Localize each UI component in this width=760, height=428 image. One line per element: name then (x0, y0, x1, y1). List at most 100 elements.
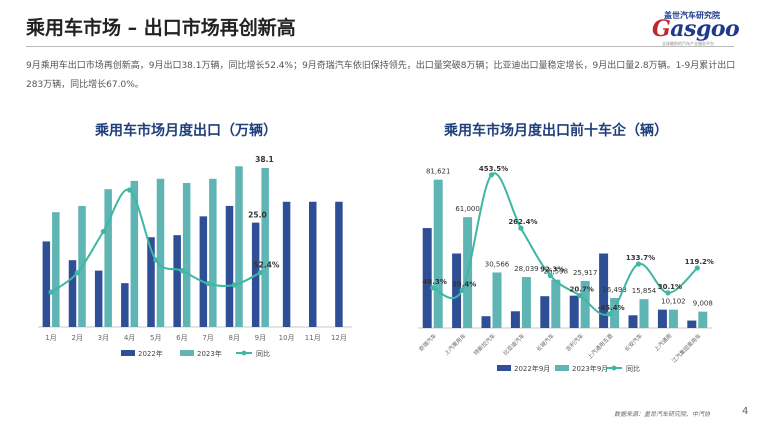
x-tick-label: 12月 (331, 334, 347, 342)
legend-swatch-2023 (180, 350, 194, 356)
monthly-export-chart: 1月 2月 3月 4月 5月 6月 7月 8月 9月 10月 11月 12月 38.1 25.0 52.4%… (38, 155, 352, 358)
legend-label-yoy2: 同比 (626, 364, 640, 373)
value-label: 25,917 (573, 269, 598, 277)
yoy-point-9 (257, 269, 264, 276)
x-tick-label: 上汽乘用车 (442, 331, 467, 356)
legend-label-2022: 2022年 (138, 349, 163, 358)
bar-2023sep-3 (492, 272, 502, 328)
data-source-note: 数据来源：盖世汽车研究院、中汽协 (614, 411, 711, 418)
value-label: 10,102 (661, 298, 686, 306)
yoy-label: -45.4% (597, 304, 624, 312)
x-tick-label: 1月 (45, 334, 56, 342)
bar-2022-3 (94, 270, 103, 327)
bar-2023sep-6 (580, 280, 590, 328)
bar-2023-5 (156, 178, 165, 327)
yoy-point-2 (459, 287, 465, 293)
x-tick-label: 6月 (176, 334, 187, 342)
x-tick-label: 3月 (98, 334, 109, 342)
x-tick-label: 奇瑞汽车 (417, 331, 439, 353)
logo-en-text: Gasgoo (652, 16, 740, 42)
bar-2023sep-9 (668, 309, 678, 328)
bar-2022sep-5 (540, 296, 550, 328)
x-tick-label: 8月 (229, 334, 240, 342)
value-label: 61,000 (455, 205, 480, 213)
yoy-label: 119.2% (685, 258, 714, 266)
legend-swatch-2022 (121, 350, 135, 356)
data-label-2022-sep: 25.0 (248, 211, 267, 220)
x-tick-label: 5月 (150, 334, 161, 342)
header-divider (26, 46, 734, 47)
bar-2022sep-10 (687, 320, 697, 328)
bar-2022sep-8 (628, 315, 638, 328)
x-tick-label: 江汽集团乘用车 (670, 331, 703, 364)
yoy-point-3 (488, 172, 495, 178)
yoy-line-chart2 (432, 172, 698, 316)
x-tick-label: 吉利汽车 (564, 331, 586, 353)
bar-2022sep-4 (510, 311, 520, 328)
x-tick-label: 长安汽车 (623, 331, 645, 353)
yoy-point-3 (100, 228, 107, 235)
value-label: 15,854 (632, 287, 657, 295)
bar-2022-12 (335, 201, 343, 327)
bar-2023sep-10 (698, 311, 708, 328)
bar-2023-6 (182, 182, 191, 327)
yoy-label: 39.4% (452, 280, 476, 288)
legend-marker-yoy2 (611, 365, 617, 371)
yoy-point-7 (205, 280, 211, 287)
yoy-label: 30.1% (658, 283, 682, 291)
bar-2022sep-9 (657, 309, 667, 328)
chart2-title: 乘用车市场月度出口前十车企（辆） (444, 123, 668, 139)
bar-2022-11 (309, 201, 317, 327)
yoy-point-1 (430, 285, 436, 291)
bar-2023sep-7 (610, 298, 620, 328)
bar-2022-6 (173, 235, 181, 327)
x-tick-label: 特斯拉汽车 (472, 331, 497, 356)
legend-label-2022sep: 2022年9月 (514, 364, 550, 373)
yoy-point-4 (126, 187, 133, 193)
yoy-point-9 (665, 290, 671, 296)
page-title: 乘用车市场 – 出口市场再创新高 (26, 17, 296, 39)
yoy-label: 48.3% (423, 278, 447, 286)
data-label-yoy-sep: 52.4% (253, 261, 280, 270)
x-tick-label: 7月 (202, 334, 213, 342)
bar-2022sep-7 (599, 253, 609, 328)
legend-label-2023sep: 2023年9月 (572, 364, 608, 373)
yoy-point-2 (74, 270, 80, 276)
bar-2023sep-5 (551, 279, 561, 328)
yoy-label: 20.7% (570, 285, 594, 293)
yoy-label: 262.4% (508, 218, 537, 226)
legend-swatch-2023sep (555, 365, 569, 371)
legend-label-2023: 2023年 (197, 349, 222, 358)
bar-2022-10 (282, 201, 291, 327)
bar-2022-5 (147, 237, 155, 327)
bar-2022sep-6 (569, 295, 579, 328)
bar-2022-2 (68, 260, 77, 327)
bar-2022-4 (121, 283, 129, 327)
legend-marker-yoy (241, 350, 247, 356)
summary-text: 9月乘用车出口市场再创新高，9月出口38.1万辆，同比增长52.4%；9月奇瑞汽… (26, 61, 736, 90)
yoy-label: 453.5% (479, 165, 508, 173)
x-tick-label: 长城汽车 (534, 331, 556, 353)
bar-2023sep-8 (639, 299, 649, 328)
yoy-point-1 (48, 289, 54, 295)
value-label: 9,008 (693, 300, 713, 308)
value-label: 81,621 (426, 168, 451, 176)
x-tick-label: 10月 (279, 334, 295, 342)
bar-2023sep-4 (521, 277, 531, 328)
bar-2022sep-1 (422, 228, 432, 328)
chart1-title: 乘用车市场月度出口（万辆） (95, 123, 277, 139)
logo-tagline: 全球最前的汽车产业服务平台 (662, 41, 714, 46)
value-label: 30,566 (485, 260, 510, 268)
yoy-point-10 (694, 265, 700, 271)
x-tick-label: 11月 (305, 334, 321, 342)
gasgoo-logo: 盖世汽车研究院 Gasgoo 全球最前的汽车产业服务平台 (648, 10, 748, 46)
x-tick-label: 比亚迪汽车 (501, 331, 526, 356)
bar-2023-9 (261, 167, 269, 327)
bar-2023-1 (52, 212, 60, 327)
bar-2023-7 (209, 178, 217, 327)
legend-label-yoy: 同比 (256, 349, 270, 358)
bar-2023sep-1 (433, 179, 443, 328)
bar-2022sep-3 (481, 316, 491, 328)
data-label-2023-sep: 38.1 (255, 155, 274, 164)
x-tick-label: 9月 (255, 334, 266, 342)
